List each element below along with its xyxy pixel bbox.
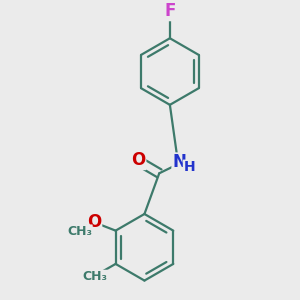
Text: CH₃: CH₃	[67, 225, 92, 238]
Text: H: H	[184, 160, 195, 174]
Text: O: O	[131, 151, 146, 169]
Text: N: N	[172, 153, 186, 171]
Text: F: F	[164, 2, 176, 20]
Text: CH₃: CH₃	[83, 270, 108, 284]
Text: O: O	[87, 213, 101, 231]
